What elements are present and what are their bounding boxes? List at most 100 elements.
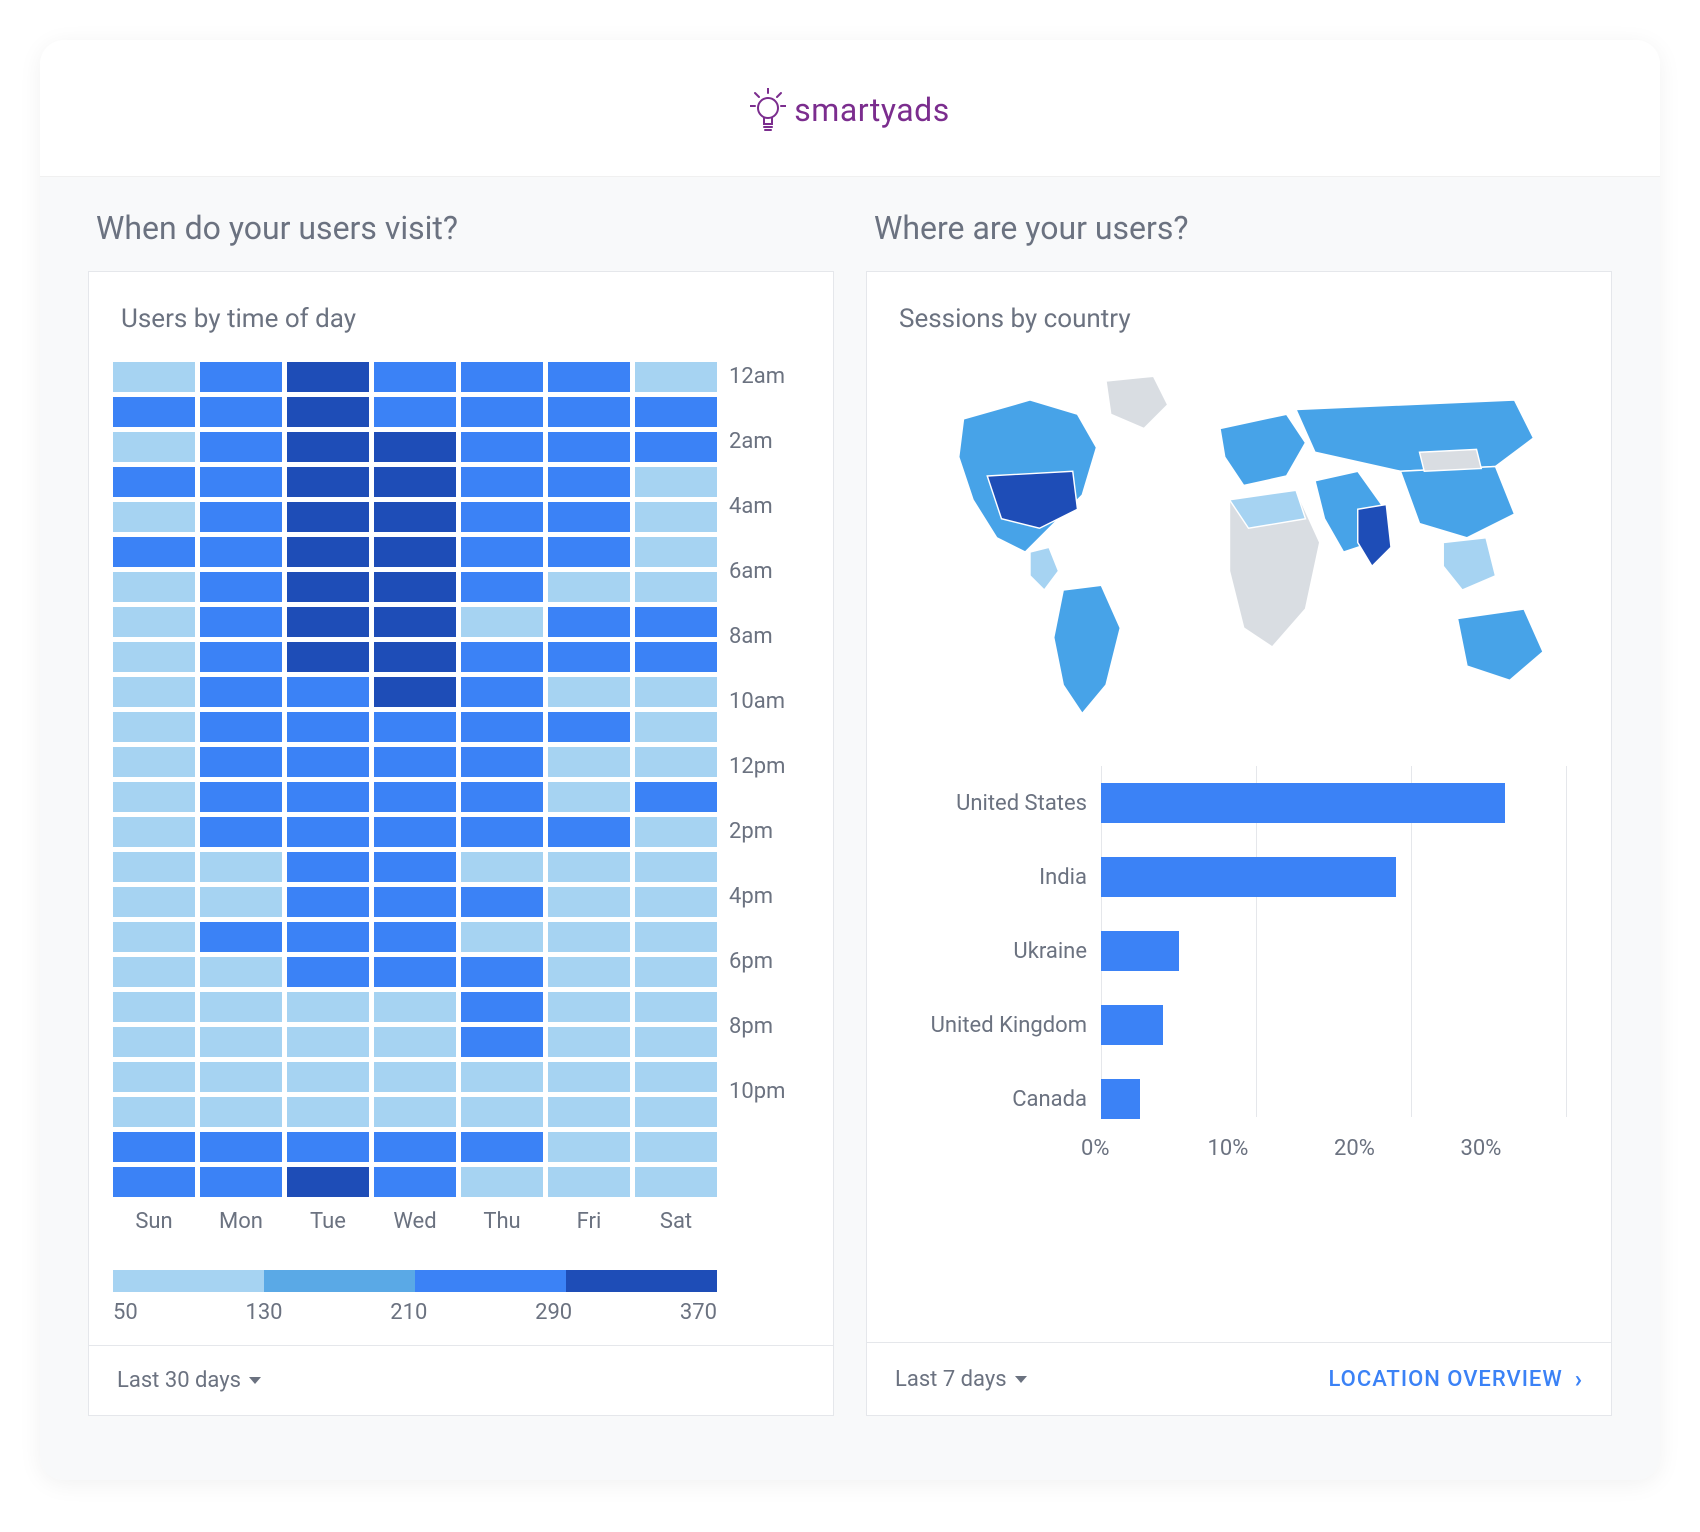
heatmap-cell bbox=[635, 607, 717, 637]
heatmap-row bbox=[113, 852, 717, 882]
heatmap-cell bbox=[635, 992, 717, 1022]
heatmap: 12am2am4am6am8am10am12pm2pm4pm6pm8pm10pm bbox=[113, 362, 809, 1197]
heatmap-cell bbox=[548, 922, 630, 952]
heatmap-cell bbox=[200, 1062, 282, 1092]
heatmap-row bbox=[113, 1097, 717, 1127]
heatmap-cell bbox=[461, 677, 543, 707]
map-region bbox=[1420, 449, 1482, 471]
date-range-label: Last 30 days bbox=[117, 1368, 241, 1393]
heatmap-cell bbox=[461, 747, 543, 777]
heatmap-row bbox=[113, 1062, 717, 1092]
heatmap-row bbox=[113, 432, 717, 462]
heatmap-cell bbox=[548, 1097, 630, 1127]
heatmap-cell bbox=[374, 502, 456, 532]
heatmap-cell bbox=[374, 677, 456, 707]
heatmap-cell bbox=[287, 677, 369, 707]
heatmap-cell bbox=[113, 397, 195, 427]
heatmap-row bbox=[113, 1132, 717, 1162]
country-label: India bbox=[891, 865, 1101, 890]
caret-down-icon bbox=[249, 1377, 261, 1384]
heatmap-cell bbox=[374, 922, 456, 952]
heatmap-cell bbox=[113, 782, 195, 812]
heatmap-cell bbox=[200, 1027, 282, 1057]
country-bar-chart: United StatesIndiaUkraineUnited KingdomC… bbox=[891, 766, 1587, 1161]
heatmap-row bbox=[113, 957, 717, 987]
map-region bbox=[1054, 585, 1121, 713]
heatmap-row bbox=[113, 922, 717, 952]
heatmap-cell bbox=[287, 992, 369, 1022]
heatmap-row bbox=[113, 817, 717, 847]
heatmap-cell bbox=[200, 537, 282, 567]
heatmap-cell bbox=[461, 782, 543, 812]
heatmap-cell bbox=[461, 607, 543, 637]
country-bar bbox=[1101, 931, 1179, 971]
date-range-selector-right[interactable]: Last 7 days bbox=[895, 1367, 1027, 1392]
heatmap-xlabel: Fri bbox=[548, 1209, 630, 1234]
heatmap-cell bbox=[635, 642, 717, 672]
heatmap-cell bbox=[461, 887, 543, 917]
heatmap-cell bbox=[113, 747, 195, 777]
heatmap-row bbox=[113, 607, 717, 637]
heatmap-cell bbox=[635, 467, 717, 497]
date-range-selector-left[interactable]: Last 30 days bbox=[117, 1368, 261, 1393]
heatmap-ylabel: 6am bbox=[729, 557, 809, 622]
heatmap-cell bbox=[287, 537, 369, 567]
heatmap-cell bbox=[113, 467, 195, 497]
heatmap-xlabel: Wed bbox=[374, 1209, 456, 1234]
heatmap-cell bbox=[200, 502, 282, 532]
heatmap-cell bbox=[461, 397, 543, 427]
heatmap-cell bbox=[548, 607, 630, 637]
heatmap-cell bbox=[113, 432, 195, 462]
heatmap-cell bbox=[287, 502, 369, 532]
location-overview-link[interactable]: LOCATION OVERVIEW › bbox=[1328, 1365, 1583, 1393]
heatmap-cell bbox=[113, 852, 195, 882]
heatmap-cell bbox=[548, 782, 630, 812]
country-bar bbox=[1101, 1079, 1140, 1119]
heatmap-cell bbox=[113, 712, 195, 742]
heatmap-cell bbox=[374, 397, 456, 427]
heatmap-cell bbox=[461, 1132, 543, 1162]
heatmap-cell bbox=[461, 817, 543, 847]
heatmap-cell bbox=[287, 887, 369, 917]
heatmap-cell bbox=[287, 607, 369, 637]
heatmap-ylabel: 10pm bbox=[729, 1077, 809, 1142]
heatmap-cell bbox=[548, 572, 630, 602]
heatmap-row bbox=[113, 537, 717, 567]
heatmap-row bbox=[113, 397, 717, 427]
heatmap-cell bbox=[113, 677, 195, 707]
heatmap-legend-tick: 290 bbox=[535, 1300, 572, 1325]
heatmap-ylabel: 2am bbox=[729, 427, 809, 492]
heatmap-cell bbox=[635, 1027, 717, 1057]
heatmap-cell bbox=[287, 642, 369, 672]
heatmap-cell bbox=[374, 607, 456, 637]
heatmap-xlabel: Thu bbox=[461, 1209, 543, 1234]
heatmap-cell bbox=[287, 1097, 369, 1127]
heatmap-cell bbox=[548, 432, 630, 462]
country-bar-track bbox=[1101, 1062, 1567, 1136]
bar-xaxis-tick: 20% bbox=[1334, 1136, 1461, 1161]
heatmap-cell bbox=[200, 747, 282, 777]
date-range-label: Last 7 days bbox=[895, 1367, 1007, 1392]
heatmap-cell bbox=[374, 747, 456, 777]
heatmap-legend-tick: 130 bbox=[245, 1300, 282, 1325]
heatmap-cell bbox=[374, 642, 456, 672]
heatmap-cell bbox=[200, 362, 282, 392]
heatmap-cell bbox=[200, 992, 282, 1022]
heatmap-cell bbox=[461, 852, 543, 882]
heatmap-cell bbox=[461, 712, 543, 742]
panel-question-left: When do your users visit? bbox=[88, 209, 834, 247]
heatmap-cell bbox=[461, 957, 543, 987]
heatmap-cell bbox=[287, 1062, 369, 1092]
country-row: Ukraine bbox=[891, 914, 1567, 988]
heatmap-cell bbox=[635, 572, 717, 602]
panel-footer-left: Last 30 days bbox=[89, 1345, 833, 1415]
country-bar bbox=[1101, 783, 1505, 823]
country-row: United Kingdom bbox=[891, 988, 1567, 1062]
heatmap-cell bbox=[374, 537, 456, 567]
panel-footer-right: Last 7 days LOCATION OVERVIEW › bbox=[867, 1342, 1611, 1415]
heatmap-cell bbox=[635, 677, 717, 707]
map-region bbox=[1106, 376, 1168, 428]
heatmap-cell bbox=[461, 502, 543, 532]
heatmap-legend-tick: 370 bbox=[680, 1300, 717, 1325]
heatmap-cell bbox=[461, 1027, 543, 1057]
